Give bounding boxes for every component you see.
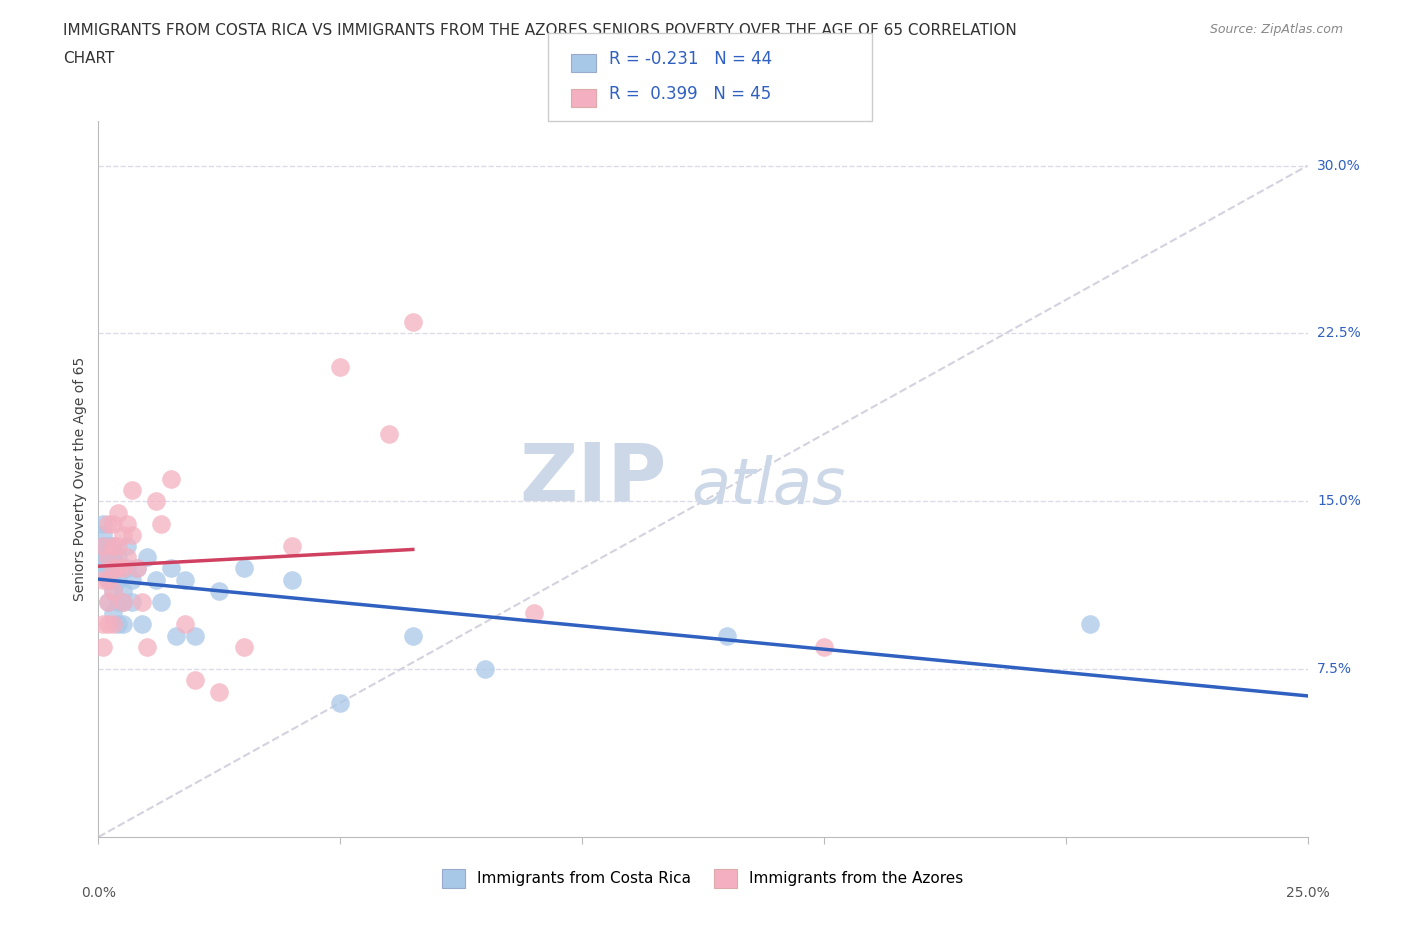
Point — [329, 360, 352, 375]
Point — [91, 550, 114, 565]
Text: 7.5%: 7.5% — [1317, 662, 1353, 676]
Point — [813, 639, 835, 654]
Text: 25.0%: 25.0% — [1285, 886, 1330, 900]
Point — [97, 594, 120, 609]
Point — [101, 516, 124, 531]
Point — [402, 315, 425, 330]
Point — [329, 696, 352, 711]
Point — [101, 617, 124, 631]
Point — [107, 561, 129, 576]
Point — [101, 550, 124, 565]
Point — [117, 516, 139, 531]
Point — [117, 538, 139, 553]
Text: Source: ZipAtlas.com: Source: ZipAtlas.com — [1209, 23, 1343, 36]
Point — [111, 527, 134, 542]
Point — [131, 594, 153, 609]
Y-axis label: Seniors Poverty Over the Age of 65: Seniors Poverty Over the Age of 65 — [73, 357, 87, 601]
Text: R =  0.399   N = 45: R = 0.399 N = 45 — [609, 86, 770, 103]
Point — [107, 572, 129, 587]
Point — [232, 639, 254, 654]
Point — [131, 617, 153, 631]
Point — [184, 628, 207, 643]
Point — [107, 505, 129, 520]
Text: 0.0%: 0.0% — [82, 886, 115, 900]
Point — [135, 639, 157, 654]
Point — [523, 605, 546, 620]
Point — [101, 561, 124, 576]
Point — [281, 572, 304, 587]
Point — [97, 572, 120, 587]
Point — [377, 427, 399, 442]
Text: 30.0%: 30.0% — [1317, 159, 1361, 173]
Text: CHART: CHART — [63, 51, 115, 66]
Point — [121, 483, 143, 498]
Text: 22.5%: 22.5% — [1317, 326, 1361, 340]
Point — [91, 561, 114, 576]
Point — [111, 561, 134, 576]
Point — [145, 572, 167, 587]
Point — [1078, 617, 1101, 631]
Point — [91, 516, 114, 531]
Point — [160, 472, 183, 486]
Point — [208, 684, 231, 699]
Point — [160, 561, 183, 576]
Point — [716, 628, 738, 643]
Point — [97, 561, 120, 576]
Point — [402, 628, 425, 643]
Text: IMMIGRANTS FROM COSTA RICA VS IMMIGRANTS FROM THE AZORES SENIORS POVERTY OVER TH: IMMIGRANTS FROM COSTA RICA VS IMMIGRANTS… — [63, 23, 1017, 38]
Point — [101, 572, 124, 587]
Point — [97, 594, 120, 609]
Point — [101, 583, 124, 598]
Point — [184, 673, 207, 688]
Point — [121, 527, 143, 542]
Point — [97, 572, 120, 587]
Point — [150, 516, 173, 531]
Point — [111, 583, 134, 598]
Point — [97, 617, 120, 631]
Point — [91, 617, 114, 631]
Point — [117, 550, 139, 565]
Point — [150, 594, 173, 609]
Text: R = -0.231   N = 44: R = -0.231 N = 44 — [609, 50, 772, 69]
Point — [101, 538, 124, 553]
Point — [111, 594, 134, 609]
Point — [111, 617, 134, 631]
Point — [107, 538, 129, 553]
Point — [91, 639, 114, 654]
Legend: Immigrants from Costa Rica, Immigrants from the Azores: Immigrants from Costa Rica, Immigrants f… — [436, 863, 970, 894]
Point — [208, 583, 231, 598]
Text: atlas: atlas — [690, 455, 845, 517]
Point — [174, 572, 197, 587]
Point — [121, 572, 143, 587]
Point — [135, 550, 157, 565]
Point — [111, 594, 134, 609]
Point — [101, 583, 124, 598]
Text: 15.0%: 15.0% — [1317, 495, 1361, 509]
Point — [91, 538, 114, 553]
Point — [127, 561, 149, 576]
Point — [174, 617, 197, 631]
Point — [91, 527, 114, 542]
Point — [97, 550, 120, 565]
Point — [107, 550, 129, 565]
Point — [97, 516, 120, 531]
Point — [101, 538, 124, 553]
Point — [97, 538, 120, 553]
Point — [121, 594, 143, 609]
Point — [107, 617, 129, 631]
Point — [117, 561, 139, 576]
Point — [101, 605, 124, 620]
Point — [97, 550, 120, 565]
Point — [474, 662, 496, 677]
Point — [127, 561, 149, 576]
Point — [91, 538, 114, 553]
Point — [281, 538, 304, 553]
Point — [101, 561, 124, 576]
Point — [91, 572, 114, 587]
Point — [165, 628, 187, 643]
Point — [232, 561, 254, 576]
Point — [107, 594, 129, 609]
Text: ZIP: ZIP — [519, 440, 666, 518]
Point — [145, 494, 167, 509]
